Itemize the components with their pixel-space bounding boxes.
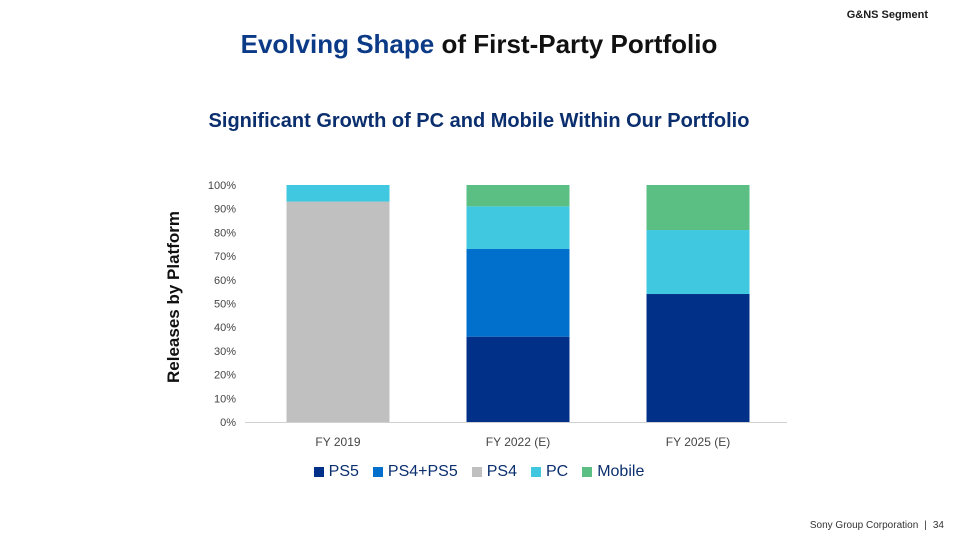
page-title: Evolving Shape of First-Party Portfolio [0,29,958,60]
y-tick-label: 0% [220,417,236,429]
legend-label: PS4+PS5 [387,463,458,480]
bar-segment [646,294,750,422]
legend-swatch [471,467,482,477]
x-tick-label: FY 2019 [315,435,360,449]
y-tick-label: 10% [214,393,236,405]
y-tick-label: 20% [214,370,236,382]
page-title-accent: Evolving Shape [240,29,435,59]
page-title-rest: of First-Party Portfolio [434,29,718,59]
y-tick-label: 30% [214,346,236,358]
legend-item: PS5 [313,463,359,481]
y-tick-label: 70% [214,251,236,263]
legend-item: PS4 [471,463,517,481]
y-tick-label: 90% [214,204,236,216]
legend-label: PS5 [328,463,359,480]
y-tick-label: 100% [208,180,236,192]
chart-legend: PS5 PS4+PS5 PS4 PC Mobile [0,463,958,481]
bar-segment [286,185,390,202]
page-number: 34 [932,520,944,531]
bar-segment [646,230,750,295]
legend-item: PC [530,463,569,481]
legend-swatch [372,467,383,477]
legend-swatch [313,467,324,477]
bar-segment [466,185,570,207]
y-axis-label: Releases by Platform [164,211,183,383]
segment-label: G&NS Segment [846,9,928,21]
legend-label: Mobile [597,463,645,480]
legend-swatch [530,467,541,477]
bar-segment [286,201,390,422]
bar-segment [466,206,570,249]
legend-swatch [582,467,593,477]
footer: Sony Group Corporation | 34 [810,520,944,531]
bar-segment [646,185,750,231]
legend-item: Mobile [582,463,644,481]
bar-segment [466,336,570,422]
legend-label: PC [545,463,569,480]
legend-item: PS4+PS5 [372,463,458,481]
x-tick-label: FY 2025 (E) [666,435,730,449]
footer-separator: | [924,520,927,531]
y-tick-label: 80% [214,227,236,239]
y-tick-label: 40% [214,322,236,334]
x-tick-label: FY 2022 (E) [486,435,550,449]
y-tick-label: 60% [214,275,236,287]
footer-company: Sony Group Corporation [809,520,919,531]
bar-segment [466,248,570,337]
legend-label: PS4 [486,463,517,480]
y-tick-label: 50% [214,299,236,311]
chart-subtitle: Significant Growth of PC and Mobile With… [208,110,750,132]
